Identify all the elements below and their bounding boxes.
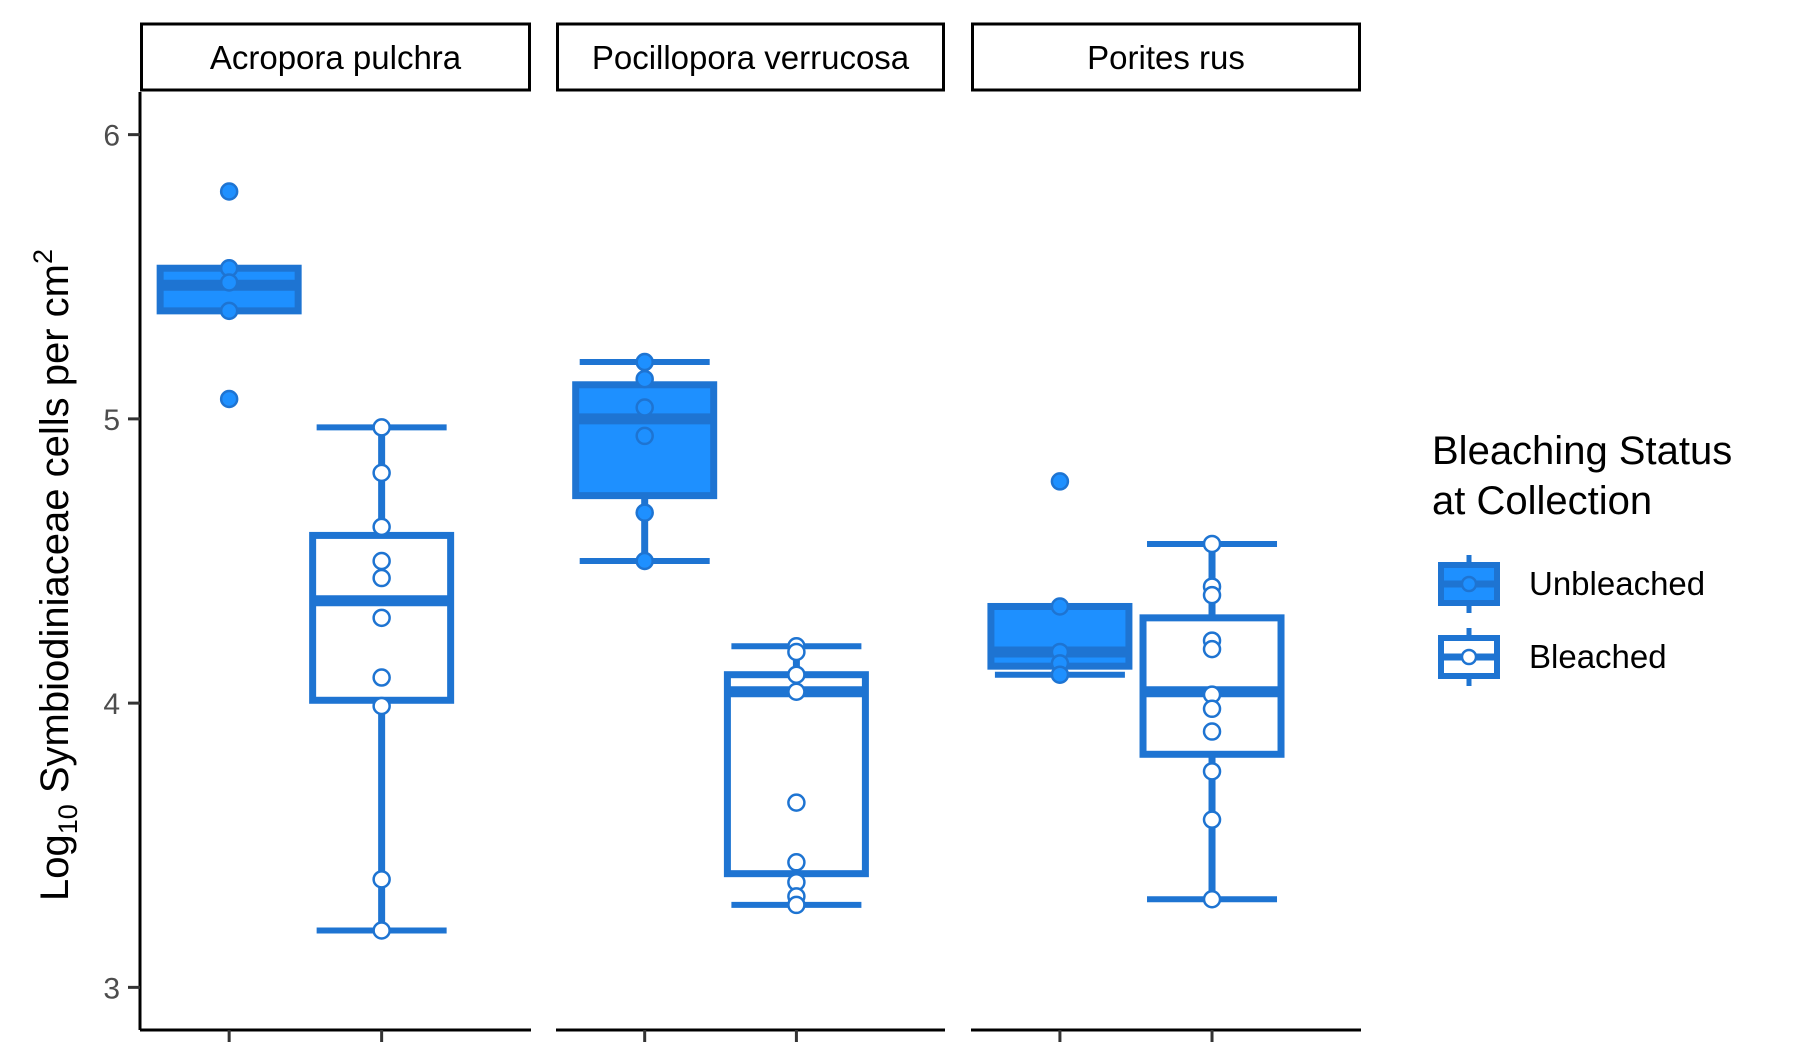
legend-title: Bleaching Status xyxy=(1432,429,1732,473)
data-point xyxy=(219,301,239,321)
data-point xyxy=(219,273,239,292)
y-tick-label: 4 xyxy=(103,688,120,721)
y-tick-label: 5 xyxy=(103,404,120,437)
data-point xyxy=(1202,639,1222,659)
y-axis-label-prefix: Log xyxy=(33,834,77,901)
data-point xyxy=(372,696,391,716)
y-axis-label-main: Symbiodiniaceae cells per cm xyxy=(33,264,77,804)
data-point xyxy=(787,853,806,872)
data-point xyxy=(372,463,391,483)
legend-title: at Collection xyxy=(1432,479,1652,523)
y-axis-label-subscript: 10 xyxy=(53,804,83,834)
box-group-bleached xyxy=(309,418,455,940)
facet-strips: Acropora pulchra Pocillopora verrucosa Por… xyxy=(140,22,1361,92)
data-point xyxy=(1202,699,1222,719)
marks xyxy=(156,182,1285,940)
legend: Bleaching Status at Collection Unbleached B… xyxy=(1432,429,1732,686)
data-point xyxy=(372,921,391,940)
box-group-bleached xyxy=(723,637,869,915)
y-tick-label: 6 xyxy=(103,120,120,153)
data-point xyxy=(787,642,806,662)
data-point xyxy=(1202,810,1222,829)
facet-strip-box xyxy=(556,22,945,92)
data-point xyxy=(372,870,391,889)
data-point xyxy=(372,568,391,588)
data-point xyxy=(1202,762,1222,781)
box-group-bleached xyxy=(1139,534,1285,909)
data-point xyxy=(635,369,654,389)
data-point xyxy=(219,182,239,201)
facet-strip-box xyxy=(971,22,1361,92)
data-point xyxy=(219,389,239,409)
legend-key-unbleached xyxy=(1438,555,1500,613)
data-point xyxy=(635,352,654,372)
data-point xyxy=(372,668,391,687)
y-axis-label-superscript: 2 xyxy=(28,249,58,264)
y-tick-label: 3 xyxy=(103,972,120,1005)
legend-label: Bleached xyxy=(1529,638,1667,675)
data-point xyxy=(1202,889,1222,909)
data-point xyxy=(635,503,654,522)
data-point xyxy=(787,793,806,812)
data-point xyxy=(1050,665,1070,684)
data-point xyxy=(635,426,654,446)
facet-strip-label: Porites rus xyxy=(1087,39,1245,76)
data-point xyxy=(787,895,806,915)
axes: 3 4 5 6 xyxy=(103,92,1361,1042)
facet-strip-box xyxy=(140,22,531,92)
box xyxy=(723,671,869,878)
legend-key-bleached xyxy=(1438,628,1500,686)
legend-key-point xyxy=(1460,648,1478,666)
data-point xyxy=(372,517,391,537)
data-point xyxy=(1202,585,1222,605)
data-point xyxy=(787,682,806,702)
data-point xyxy=(1202,722,1222,741)
data-point xyxy=(1050,472,1070,491)
box-group-unbleached xyxy=(987,472,1133,684)
data-point xyxy=(635,398,654,417)
legend-key-point xyxy=(1460,575,1478,593)
data-point xyxy=(372,608,391,628)
data-point xyxy=(1202,534,1222,554)
y-axis-label: Log10 Symbiodiniaceae cells per cm2 xyxy=(28,249,83,901)
legend-label: Unbleached xyxy=(1529,565,1705,602)
box-group-unbleached xyxy=(572,352,718,571)
data-point xyxy=(635,551,654,571)
data-point xyxy=(372,418,391,437)
facet-strip-label: Pocillopora verrucosa xyxy=(592,39,910,76)
data-point xyxy=(1050,597,1070,616)
facet-strip-label: Acropora pulchra xyxy=(210,39,462,76)
data-point xyxy=(372,551,391,571)
box-group-unbleached xyxy=(156,182,302,409)
data-point xyxy=(787,665,806,684)
